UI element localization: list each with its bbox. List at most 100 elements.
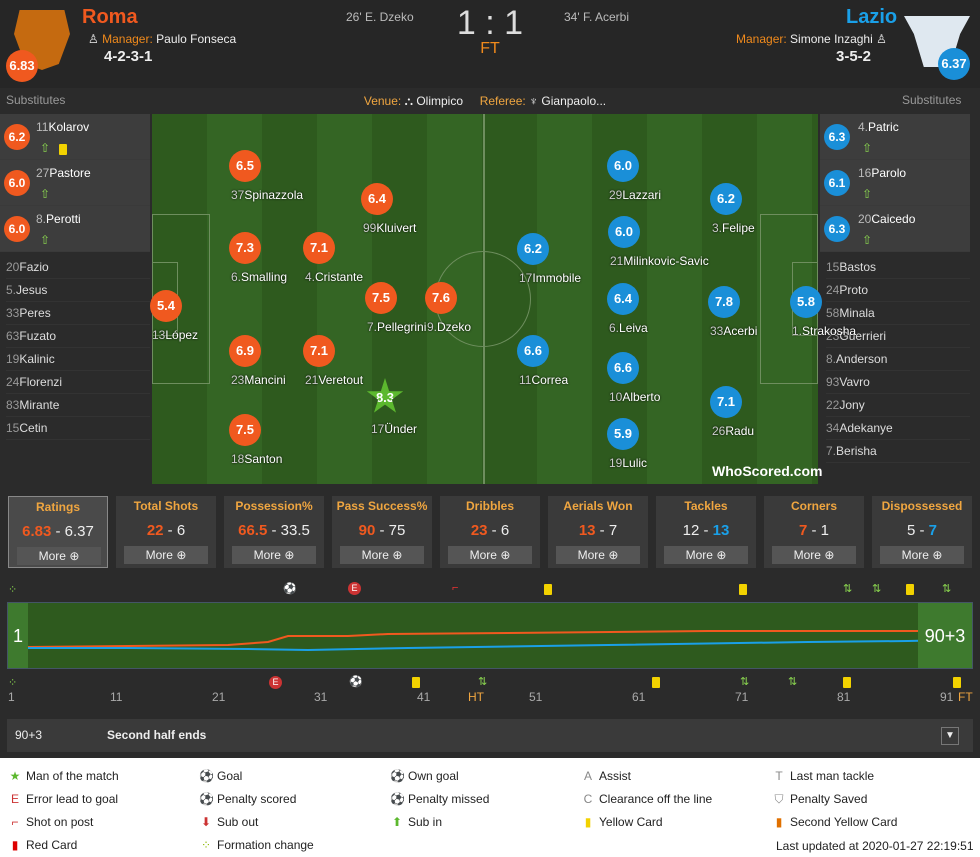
bench-player[interactable]: 7.Berisha bbox=[826, 440, 970, 463]
bench-player[interactable]: 24Florenzi bbox=[6, 371, 150, 394]
bench-player[interactable]: 34Adekanye bbox=[826, 417, 970, 440]
player-home[interactable]: 6.9 23Mancini bbox=[229, 335, 319, 387]
player-home[interactable]: 7.6 9.Dzeko bbox=[425, 282, 515, 334]
stat-aerials-won[interactable]: Aerials Won 13 - 7 More ⊕ bbox=[548, 496, 648, 568]
sub-out-icon: ⬇ bbox=[200, 815, 212, 829]
bench-player[interactable]: 23Guerrieri bbox=[826, 325, 970, 348]
timeline-tick: HT bbox=[468, 690, 484, 704]
error-icon: E bbox=[348, 582, 361, 595]
stat-dispossessed[interactable]: Dispossessed 5 - 7 More ⊕ bbox=[872, 496, 972, 568]
legend-item: ⬇ Sub out bbox=[200, 815, 259, 829]
player-rating: 6.2 bbox=[517, 233, 549, 265]
player-away[interactable]: 5.8 1.Strakosha bbox=[790, 286, 880, 338]
sub-player[interactable]: 6.2 11Kolarov ⇧ bbox=[0, 114, 150, 160]
more-button[interactable]: More ⊕ bbox=[124, 546, 208, 564]
bench-player[interactable]: 5.Jesus bbox=[6, 279, 150, 302]
stat-corners[interactable]: Corners 7 - 1 More ⊕ bbox=[764, 496, 864, 568]
event-detail[interactable]: 90+3 Second half ends ▼ bbox=[7, 719, 973, 752]
player-home[interactable]: 6.4 99Kluivert bbox=[361, 183, 451, 235]
player-rating: 6.5 bbox=[229, 150, 261, 182]
bench-player[interactable]: 15Cetin bbox=[6, 417, 150, 440]
player-away[interactable]: 6.6 11Correa bbox=[517, 335, 607, 387]
away-bench: 15Bastos 24Proto 58Minala 23Guerrieri 8.… bbox=[820, 256, 970, 463]
sub-player[interactable]: 6.0 8.Perotti ⇧ bbox=[0, 206, 150, 252]
player-home[interactable]: 6.5 37Spinazzola bbox=[229, 150, 319, 202]
momentum-chart: 1 90+3 bbox=[7, 602, 973, 669]
bench-player[interactable]: 24Proto bbox=[826, 279, 970, 302]
bench-player[interactable]: 93Vavro bbox=[826, 371, 970, 394]
bench-player[interactable]: 58Minala bbox=[826, 302, 970, 325]
stat-pass-success-[interactable]: Pass Success% 90 - 75 More ⊕ bbox=[332, 496, 432, 568]
player-away[interactable]: 7.8 33Acerbi bbox=[708, 286, 798, 338]
player-name: 9.Dzeko bbox=[427, 320, 472, 334]
legend-item: ★ Man of the match bbox=[9, 769, 119, 783]
sub-player[interactable]: 6.3 4.Patric ⇧ bbox=[820, 114, 970, 160]
bench-player[interactable]: 63Fuzato bbox=[6, 325, 150, 348]
player-rating: 7.1 bbox=[710, 386, 742, 418]
sub-player[interactable]: 6.3 20Caicedo ⇧ bbox=[820, 206, 970, 252]
player-rating: 6.9 bbox=[229, 335, 261, 367]
player-home[interactable]: 7.3 6.Smalling bbox=[229, 232, 319, 284]
chevron-down-icon[interactable]: ▼ bbox=[941, 727, 959, 745]
player-rating: 7.6 bbox=[425, 282, 457, 314]
player-name: 26Radu bbox=[712, 424, 755, 438]
player-away[interactable]: 6.0 21Milinkovic-Savic bbox=[608, 216, 709, 268]
stat-ratings[interactable]: Ratings 6.83 - 6.37 More ⊕ bbox=[8, 496, 108, 568]
sub-in-icon: ⇧ bbox=[862, 233, 873, 247]
timeline-tick: 71 bbox=[735, 690, 749, 704]
legend-item: ⚽ Own goal bbox=[390, 769, 459, 783]
star-icon: ★ bbox=[9, 769, 21, 783]
player-home[interactable]: 7.5 18Santon bbox=[229, 414, 319, 466]
player-home[interactable]: 7.1 4.Cristante bbox=[303, 232, 393, 284]
player-away[interactable]: 6.2 17Immobile bbox=[517, 233, 607, 285]
more-button[interactable]: More ⊕ bbox=[340, 546, 424, 564]
player-away[interactable]: 6.6 10Alberto bbox=[607, 352, 697, 404]
timeline-end[interactable]: 90+3 bbox=[918, 603, 972, 668]
bench-player[interactable]: 8.Anderson bbox=[826, 348, 970, 371]
chevron-down-icon: ⊕ bbox=[500, 548, 511, 562]
more-button[interactable]: More ⊕ bbox=[232, 546, 316, 564]
bench-player[interactable]: 22Jony bbox=[826, 394, 970, 417]
sub-player[interactable]: 6.1 16Parolo ⇧ bbox=[820, 160, 970, 206]
stats-bar: Ratings 6.83 - 6.37 More ⊕ Total Shots 22 - … bbox=[0, 488, 980, 578]
more-button[interactable]: More ⊕ bbox=[556, 546, 640, 564]
more-button[interactable]: More ⊕ bbox=[448, 546, 532, 564]
player-home[interactable]: 8.3 17Ünder bbox=[366, 378, 459, 436]
bench-player[interactable]: 15Bastos bbox=[826, 256, 970, 279]
substitution-icon: ⇅ bbox=[788, 676, 798, 688]
bench-player[interactable]: 33Peres bbox=[6, 302, 150, 325]
sub-player[interactable]: 6.0 27Pastore ⇧ bbox=[0, 160, 150, 206]
more-button[interactable]: More ⊕ bbox=[772, 546, 856, 564]
more-button[interactable]: More ⊕ bbox=[880, 546, 964, 564]
stat-dribbles[interactable]: Dribbles 23 - 6 More ⊕ bbox=[440, 496, 540, 568]
more-button[interactable]: More ⊕ bbox=[17, 547, 101, 565]
sub-in-icon: ⇧ bbox=[40, 141, 51, 155]
stat-possession-[interactable]: Possession% 66.5 - 33.5 More ⊕ bbox=[224, 496, 324, 568]
player-rating: 7.3 bbox=[229, 232, 261, 264]
player-away[interactable]: 6.4 6.Leiva bbox=[607, 283, 697, 335]
player-home[interactable]: 7.5 7.Pellegrini bbox=[365, 282, 455, 334]
bench-player[interactable]: 20Fazio bbox=[6, 256, 150, 279]
player-away[interactable]: 6.2 3.Felipe bbox=[710, 183, 800, 235]
timeline-tick: 61 bbox=[632, 690, 646, 704]
player-home[interactable]: 7.1 21Veretout bbox=[303, 335, 393, 387]
bench-player[interactable]: 83Mirante bbox=[6, 394, 150, 417]
timeline-start[interactable]: 1 bbox=[8, 603, 28, 668]
goal-icon: ⚽ bbox=[199, 769, 214, 783]
player-name: 17Immobile bbox=[519, 271, 582, 285]
player-rating: 6.0 bbox=[607, 150, 639, 182]
player-away[interactable]: 6.0 29Lazzari bbox=[607, 150, 697, 202]
stat-tackles[interactable]: Tackles 12 - 13 More ⊕ bbox=[656, 496, 756, 568]
home-team-name[interactable]: Roma bbox=[82, 6, 138, 28]
stat-total-shots[interactable]: Total Shots 22 - 6 More ⊕ bbox=[116, 496, 216, 568]
bench-player[interactable]: 19Kalinic bbox=[6, 348, 150, 371]
player-away[interactable]: 7.1 26Radu bbox=[710, 386, 800, 438]
player-home[interactable]: 5.4 13López bbox=[150, 290, 240, 342]
home-team-rating: 6.83 bbox=[6, 50, 38, 82]
more-button[interactable]: More ⊕ bbox=[664, 546, 748, 564]
away-team-name[interactable]: Lazio bbox=[846, 6, 898, 28]
player-away[interactable]: 5.9 19Lulic bbox=[607, 418, 697, 470]
red-card-icon: ▮ bbox=[11, 838, 19, 852]
player-rating: 6.6 bbox=[517, 335, 549, 367]
timeline-tick: 21 bbox=[212, 690, 226, 704]
